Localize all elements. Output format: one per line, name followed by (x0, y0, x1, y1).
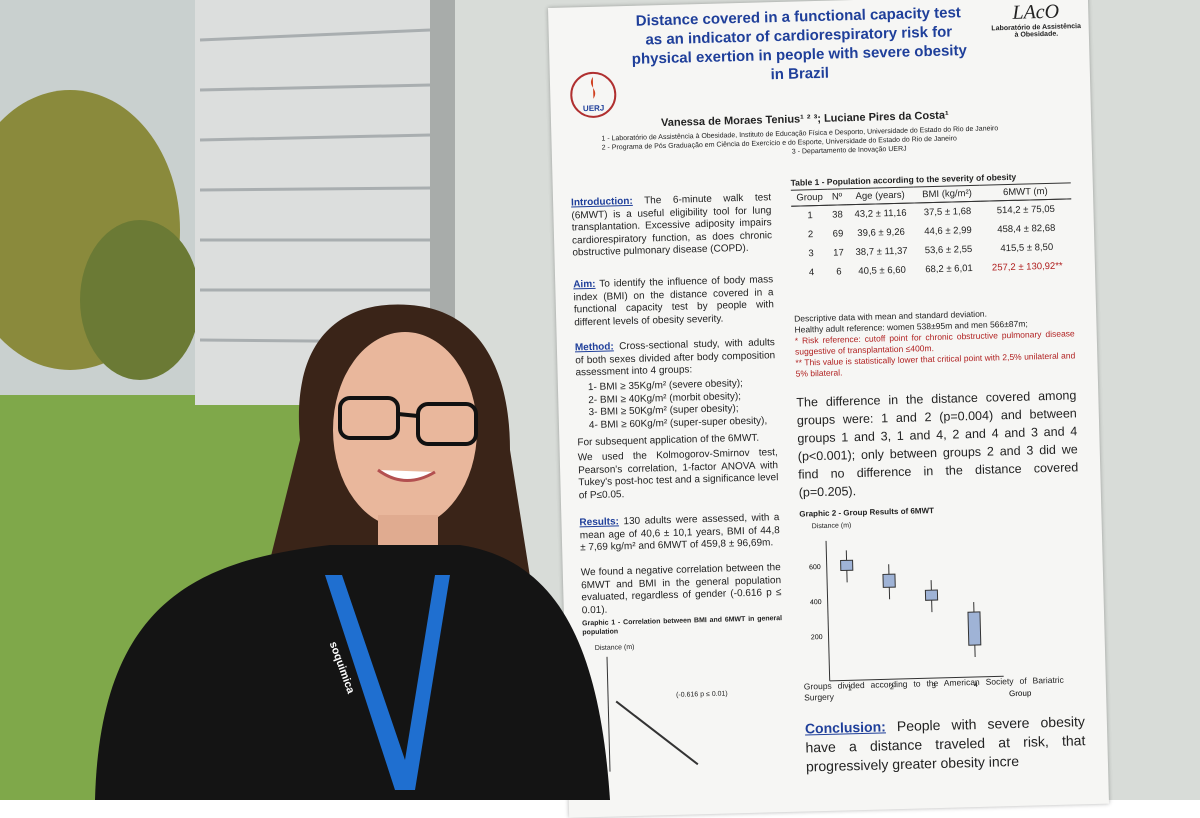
scatter-plot (606, 656, 699, 772)
sweater (95, 545, 610, 800)
box (840, 559, 854, 572)
x-tick-label: 3 (932, 683, 936, 690)
y-tick-label: 200 (811, 634, 823, 641)
uerj-logo: UERJ (570, 71, 617, 118)
box (924, 589, 939, 601)
smile (377, 468, 436, 482)
poster: UERJ Distance covered in a functional ca… (548, 0, 1110, 818)
logo-text: UERJ (583, 104, 605, 114)
box (967, 611, 982, 646)
tree (80, 220, 200, 380)
glasses (338, 396, 478, 446)
x-axis-label: Group (1009, 689, 1032, 699)
y-tick-label: 400 (810, 599, 822, 606)
face (333, 332, 477, 528)
boxplot: 600 400 200 1 2 3 4 Group (809, 540, 1032, 699)
lanyard (325, 575, 450, 790)
building-windows (199, 28, 431, 344)
person (95, 304, 610, 800)
box (882, 573, 896, 588)
x-tick-label: 1 (848, 685, 852, 692)
x-tick-label: 2 (890, 684, 894, 691)
x-tick-label: 4 (974, 682, 978, 689)
y-tick-label: 600 (809, 564, 821, 571)
